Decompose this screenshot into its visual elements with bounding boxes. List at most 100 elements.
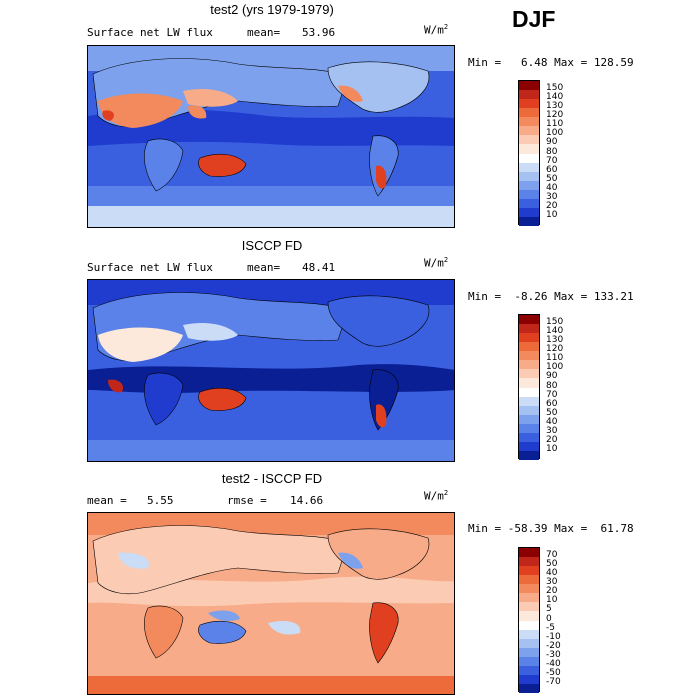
colorbar-tick-label: 30 xyxy=(546,191,558,202)
colorbar-swatch xyxy=(519,414,539,424)
colorbar-swatch xyxy=(519,117,539,127)
colorbar-swatch xyxy=(519,665,539,675)
colorbar-swatch xyxy=(519,656,539,666)
colorbar-tick-label: 20 xyxy=(546,434,558,445)
panel-2-map xyxy=(87,279,455,462)
panel-3-title: test2 - ISCCP FD xyxy=(221,471,323,486)
colorbar-tick-label: 70 xyxy=(546,550,558,561)
colorbar-swatch xyxy=(519,216,539,226)
colorbar-swatch xyxy=(519,396,539,406)
colorbar-tick-label: 110 xyxy=(546,119,564,130)
colorbar-swatch xyxy=(519,405,539,415)
panel-3-map xyxy=(87,512,455,695)
colorbar-tick-label: 60 xyxy=(546,398,558,409)
colorbar-swatch xyxy=(519,378,539,388)
colorbar-tick-label: 30 xyxy=(546,425,558,436)
colorbar-tick-label: 150 xyxy=(546,83,564,94)
colorbar-tick-label: 110 xyxy=(546,353,564,364)
colorbar-tick-label: 40 xyxy=(546,416,558,427)
panel-3-rmse-value: 14.66 xyxy=(290,494,324,507)
colorbar-swatch xyxy=(519,620,539,630)
colorbar-swatch xyxy=(519,207,539,217)
colorbar-tick-label: 20 xyxy=(546,586,558,597)
colorbar-tick-label: 10 xyxy=(546,209,558,220)
colorbar-tick-label: -40 xyxy=(546,658,561,669)
colorbar-swatch xyxy=(519,387,539,397)
panel-3-mean-label: mean = xyxy=(87,494,127,507)
colorbar-tick-label: 130 xyxy=(546,101,564,112)
colorbar-swatch xyxy=(519,548,539,558)
colorbar-swatch xyxy=(519,171,539,181)
colorbar-tick-label: -30 xyxy=(546,649,561,660)
colorbar-swatch xyxy=(519,432,539,442)
colorbar-tick-label: -20 xyxy=(546,640,561,651)
colorbar-swatch xyxy=(519,189,539,199)
panel-2-units: W/m2 xyxy=(424,256,449,270)
season-label: DJF xyxy=(512,6,556,32)
colorbar-swatch xyxy=(519,333,539,343)
colorbar-swatch xyxy=(519,81,539,91)
panel-2-mean-value: 48.41 xyxy=(302,261,336,274)
colorbar-swatch xyxy=(519,369,539,379)
colorbar-tick-label: 140 xyxy=(546,92,564,103)
panel-1-map xyxy=(87,45,455,228)
colorbar-swatch xyxy=(519,557,539,567)
colorbar-swatch xyxy=(519,629,539,639)
colorbar-swatch xyxy=(519,575,539,585)
colorbar-tick-label: -50 xyxy=(546,667,561,678)
panel-3-mean-value: 5.55 xyxy=(147,494,174,507)
colorbar-swatch xyxy=(519,593,539,603)
colorbar-swatch xyxy=(519,566,539,576)
colorbar-tick-label: -5 xyxy=(546,622,555,633)
colorbar-swatch xyxy=(519,90,539,100)
colorbar-tick-label: -70 xyxy=(546,676,561,687)
colorbar-swatch xyxy=(519,99,539,109)
panel-1-mean-label: mean= xyxy=(247,26,281,39)
colorbar-swatch xyxy=(519,674,539,684)
panel-1-units: W/m2 xyxy=(424,23,449,37)
colorbar-tick-label: 0 xyxy=(546,613,552,624)
colorbar-tick-label: 20 xyxy=(546,200,558,211)
colorbar-swatch xyxy=(519,126,539,136)
colorbar-swatch xyxy=(519,135,539,145)
panel-3-units: W/m2 xyxy=(424,489,449,503)
colorbar-swatch xyxy=(519,324,539,334)
panel-2-variable-label: Surface net LW flux xyxy=(87,261,213,274)
colorbar-tick-label: 30 xyxy=(546,577,558,588)
colorbar-tick-label: 5 xyxy=(546,604,552,615)
colorbar-tick-label: 70 xyxy=(546,155,558,166)
panel-1-colorbar xyxy=(518,80,540,226)
colorbar-swatch xyxy=(519,683,539,693)
colorbar-swatch xyxy=(519,584,539,594)
colorbar-tick-label: 90 xyxy=(546,137,558,148)
colorbar-tick-label: 50 xyxy=(546,407,558,418)
colorbar-tick-label: 60 xyxy=(546,164,558,175)
panel-2-colorbar xyxy=(518,314,540,460)
colorbar-swatch xyxy=(519,315,539,325)
colorbar-tick-label: 120 xyxy=(546,344,564,355)
colorbar-tick-label: 40 xyxy=(546,182,558,193)
colorbar-tick-label: 120 xyxy=(546,110,564,121)
colorbar-swatch xyxy=(519,450,539,460)
colorbar-tick-label: 70 xyxy=(546,389,558,400)
colorbar-swatch xyxy=(519,144,539,154)
panel-2-mean-label: mean= xyxy=(247,261,281,274)
colorbar-tick-label: 10 xyxy=(546,443,558,454)
colorbar-tick-label: 130 xyxy=(546,335,564,346)
colorbar-swatch xyxy=(519,638,539,648)
colorbar-tick-label: 100 xyxy=(546,128,564,139)
colorbar-tick-label: 150 xyxy=(546,317,564,328)
colorbar-swatch xyxy=(519,342,539,352)
colorbar-swatch xyxy=(519,108,539,118)
panel-3-colorbar xyxy=(518,547,540,693)
panel-1-mean-value: 53.96 xyxy=(302,26,336,39)
colorbar-swatch xyxy=(519,647,539,657)
colorbar-swatch xyxy=(519,180,539,190)
colorbar-swatch xyxy=(519,602,539,612)
colorbar-swatch xyxy=(519,423,539,433)
panel-3-minmax: Min = -58.39 Max = 61.78 xyxy=(468,522,634,535)
panel-1-minmax: Min = 6.48 Max = 128.59 xyxy=(468,56,634,69)
colorbar-tick-label: 40 xyxy=(546,568,558,579)
colorbar-tick-label: 80 xyxy=(546,146,558,157)
colorbar-tick-label: -10 xyxy=(546,631,561,642)
